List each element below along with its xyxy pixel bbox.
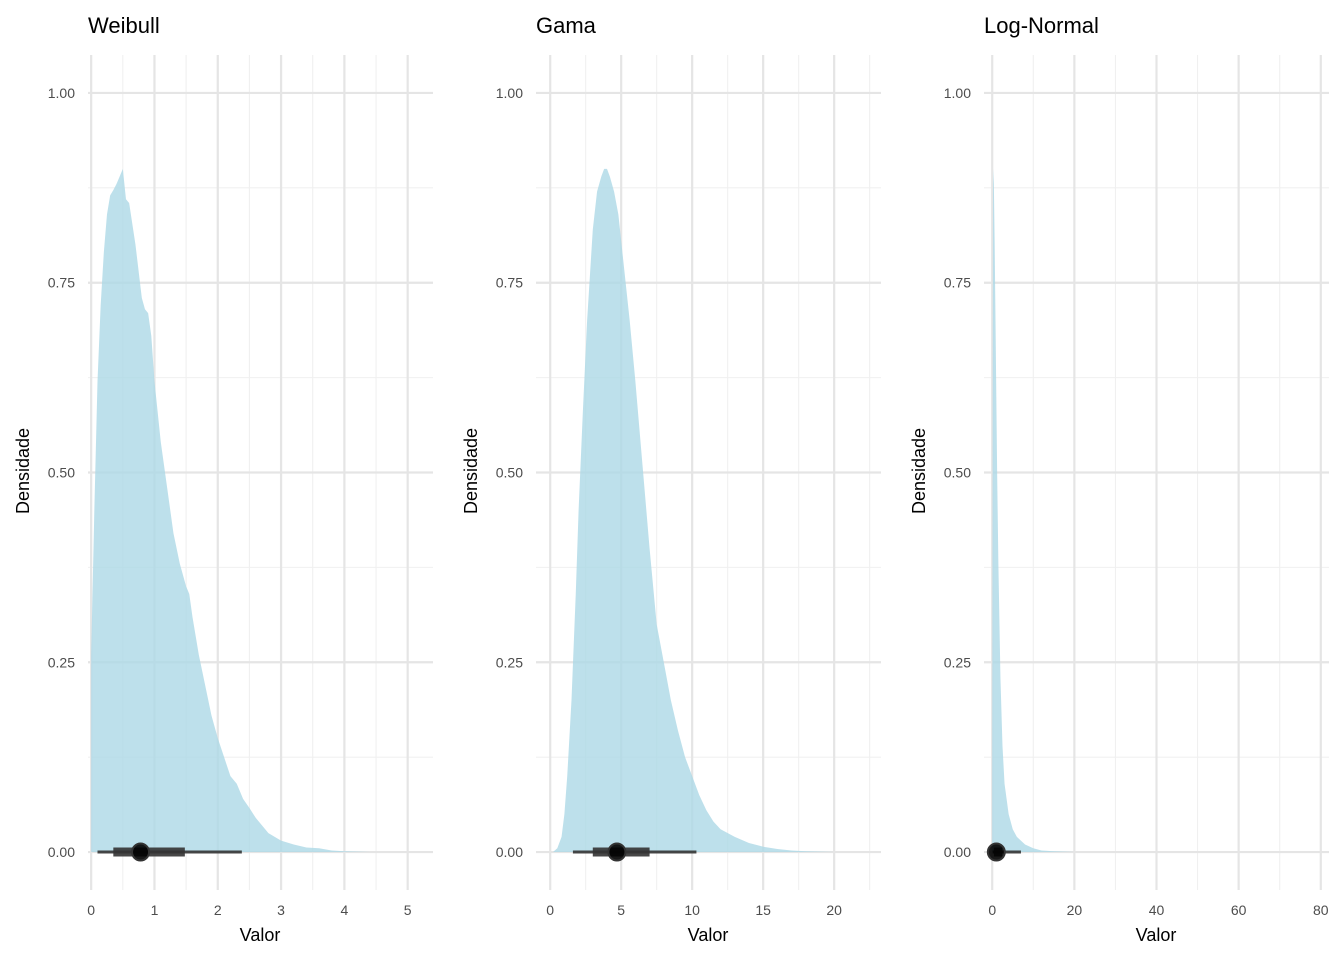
y-tick-label: 0.25 <box>48 654 75 670</box>
y-tick-label: 0.00 <box>496 844 523 860</box>
density-area-layer <box>91 168 370 853</box>
y-tick-label: 0.75 <box>944 275 971 291</box>
y-tick-label: 0.00 <box>944 844 971 860</box>
interval-point <box>607 842 627 862</box>
x-tick-label: 3 <box>277 902 285 918</box>
density-area-layer <box>992 168 1075 853</box>
interval-point <box>986 842 1006 862</box>
x-tick-labels: 0 20 40 60 80 <box>988 902 1328 918</box>
x-tick-label: 10 <box>684 902 700 918</box>
density-area <box>992 168 1075 853</box>
y-tick-label: 0.50 <box>48 465 75 481</box>
y-tick-label: 0.75 <box>496 275 523 291</box>
y-tick-labels: 0.00 0.25 0.50 0.75 1.00 <box>944 85 971 860</box>
panel-title: Gama <box>536 13 597 38</box>
y-tick-label: 0.00 <box>48 844 75 860</box>
y-axis-label: Densidade <box>461 428 481 514</box>
x-tick-label: 60 <box>1231 902 1247 918</box>
x-tick-label: 0 <box>87 902 95 918</box>
x-tick-label: 2 <box>214 902 222 918</box>
x-tick-label: 15 <box>755 902 771 918</box>
x-tick-labels: 0 5 10 15 20 <box>546 902 842 918</box>
y-tick-labels: 0.00 0.25 0.50 0.75 1.00 <box>48 85 75 860</box>
y-tick-label: 1.00 <box>48 85 75 101</box>
x-axis-label: Valor <box>1136 925 1177 945</box>
panel-title: Weibull <box>88 13 160 38</box>
x-tick-label: 5 <box>404 902 412 918</box>
x-tick-label: 4 <box>340 902 348 918</box>
density-area-layer <box>553 168 835 853</box>
panel-title: Log-Normal <box>984 13 1099 38</box>
panel-gama: 0.00 0.25 0.50 0.75 1.00 0 5 10 15 20 Gama Valor… <box>461 13 881 945</box>
panel-log-normal: 0.00 0.25 0.50 0.75 1.00 0 20 40 60 80 Log-Norma… <box>909 13 1329 945</box>
x-tick-labels: 0 1 2 3 4 5 <box>87 902 412 918</box>
y-axis-label: Densidade <box>13 428 33 514</box>
x-tick-label: 0 <box>988 902 996 918</box>
density-area <box>553 168 835 853</box>
x-tick-label: 0 <box>546 902 554 918</box>
interval-layer <box>572 842 697 862</box>
y-tick-labels: 0.00 0.25 0.50 0.75 1.00 <box>496 85 523 860</box>
interval-layer <box>986 842 1021 862</box>
x-tick-label: 5 <box>617 902 625 918</box>
y-tick-label: 0.50 <box>944 465 971 481</box>
y-tick-label: 0.50 <box>496 465 523 481</box>
grid <box>984 55 1329 890</box>
x-tick-label: 1 <box>151 902 159 918</box>
density-area <box>91 168 370 853</box>
interval-layer <box>97 842 242 862</box>
x-tick-label: 20 <box>1067 902 1083 918</box>
y-tick-label: 0.25 <box>496 654 523 670</box>
x-tick-label: 20 <box>826 902 842 918</box>
panel-weibull: 0.00 0.25 0.50 0.75 1.00 0 1 2 3 4 5 Weibull Valo… <box>13 13 433 945</box>
x-tick-label: 80 <box>1313 902 1329 918</box>
y-tick-label: 1.00 <box>944 85 971 101</box>
y-tick-label: 0.75 <box>48 275 75 291</box>
y-axis-label: Densidade <box>909 428 929 514</box>
y-tick-label: 0.25 <box>944 654 971 670</box>
x-axis-label: Valor <box>240 925 281 945</box>
x-tick-label: 40 <box>1149 902 1165 918</box>
x-axis-label: Valor <box>688 925 729 945</box>
interval-point <box>131 842 151 862</box>
y-tick-label: 1.00 <box>496 85 523 101</box>
